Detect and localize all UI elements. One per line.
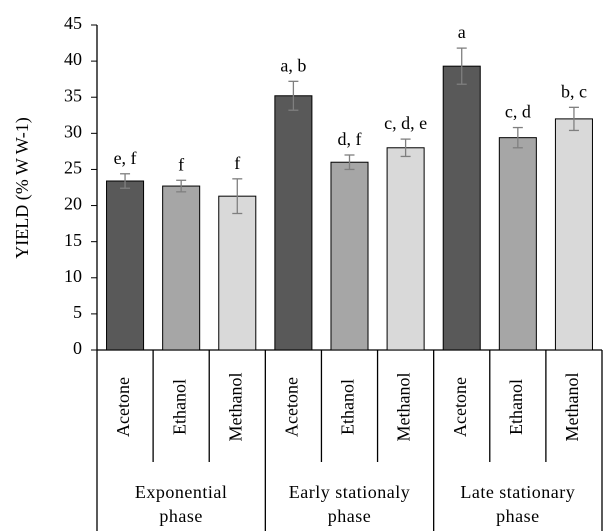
y-axis-label: YIELD (% W W-1) [12,117,33,258]
y-tick-label: 20 [64,194,82,214]
bar [162,185,201,351]
bar [218,195,257,351]
x-tick-label: Ethanol [338,379,358,435]
bar [330,161,369,351]
significance-letter: f [178,154,184,174]
y-tick-label: 0 [73,338,82,358]
y-tick-label: 15 [64,230,82,250]
x-tick-label: Methanol [225,373,245,442]
significance-letter: e, f [114,148,137,168]
bar [554,118,593,351]
x-tick-label: Ethanol [506,379,526,435]
x-tick-label: Acetone [450,377,470,437]
significance-letter: f [234,153,240,173]
bar [386,147,425,351]
bar [498,137,537,351]
y-tick-label: 40 [64,49,82,69]
significance-letter: d, f [338,129,362,149]
bar [106,180,145,351]
x-tick-label: Methanol [394,373,414,442]
y-tick-label: 45 [64,13,82,33]
x-tick-label: Acetone [113,377,133,437]
group-label: Late stationary phase [460,482,576,526]
significance-letter: b, c [561,81,587,101]
x-tick-label: Ethanol [169,379,189,435]
significance-letter: c, d, e [384,113,427,133]
significance-letter: a, b [280,55,306,75]
group-label: Exponential phase [134,482,228,526]
group-label: Early stationaly phase [288,482,411,526]
x-tick-label: Methanol [562,373,582,442]
y-tick-label: 5 [73,302,82,322]
y-tick-label: 25 [64,158,82,178]
x-tick-label: Acetone [282,377,302,437]
bar [274,95,313,351]
y-tick-label: 10 [64,266,82,286]
y-tick-label: 35 [64,85,82,105]
significance-letter: a [458,22,466,42]
y-tick-label: 30 [64,121,82,141]
bar [442,65,481,351]
significance-letter: c, d [505,102,531,122]
